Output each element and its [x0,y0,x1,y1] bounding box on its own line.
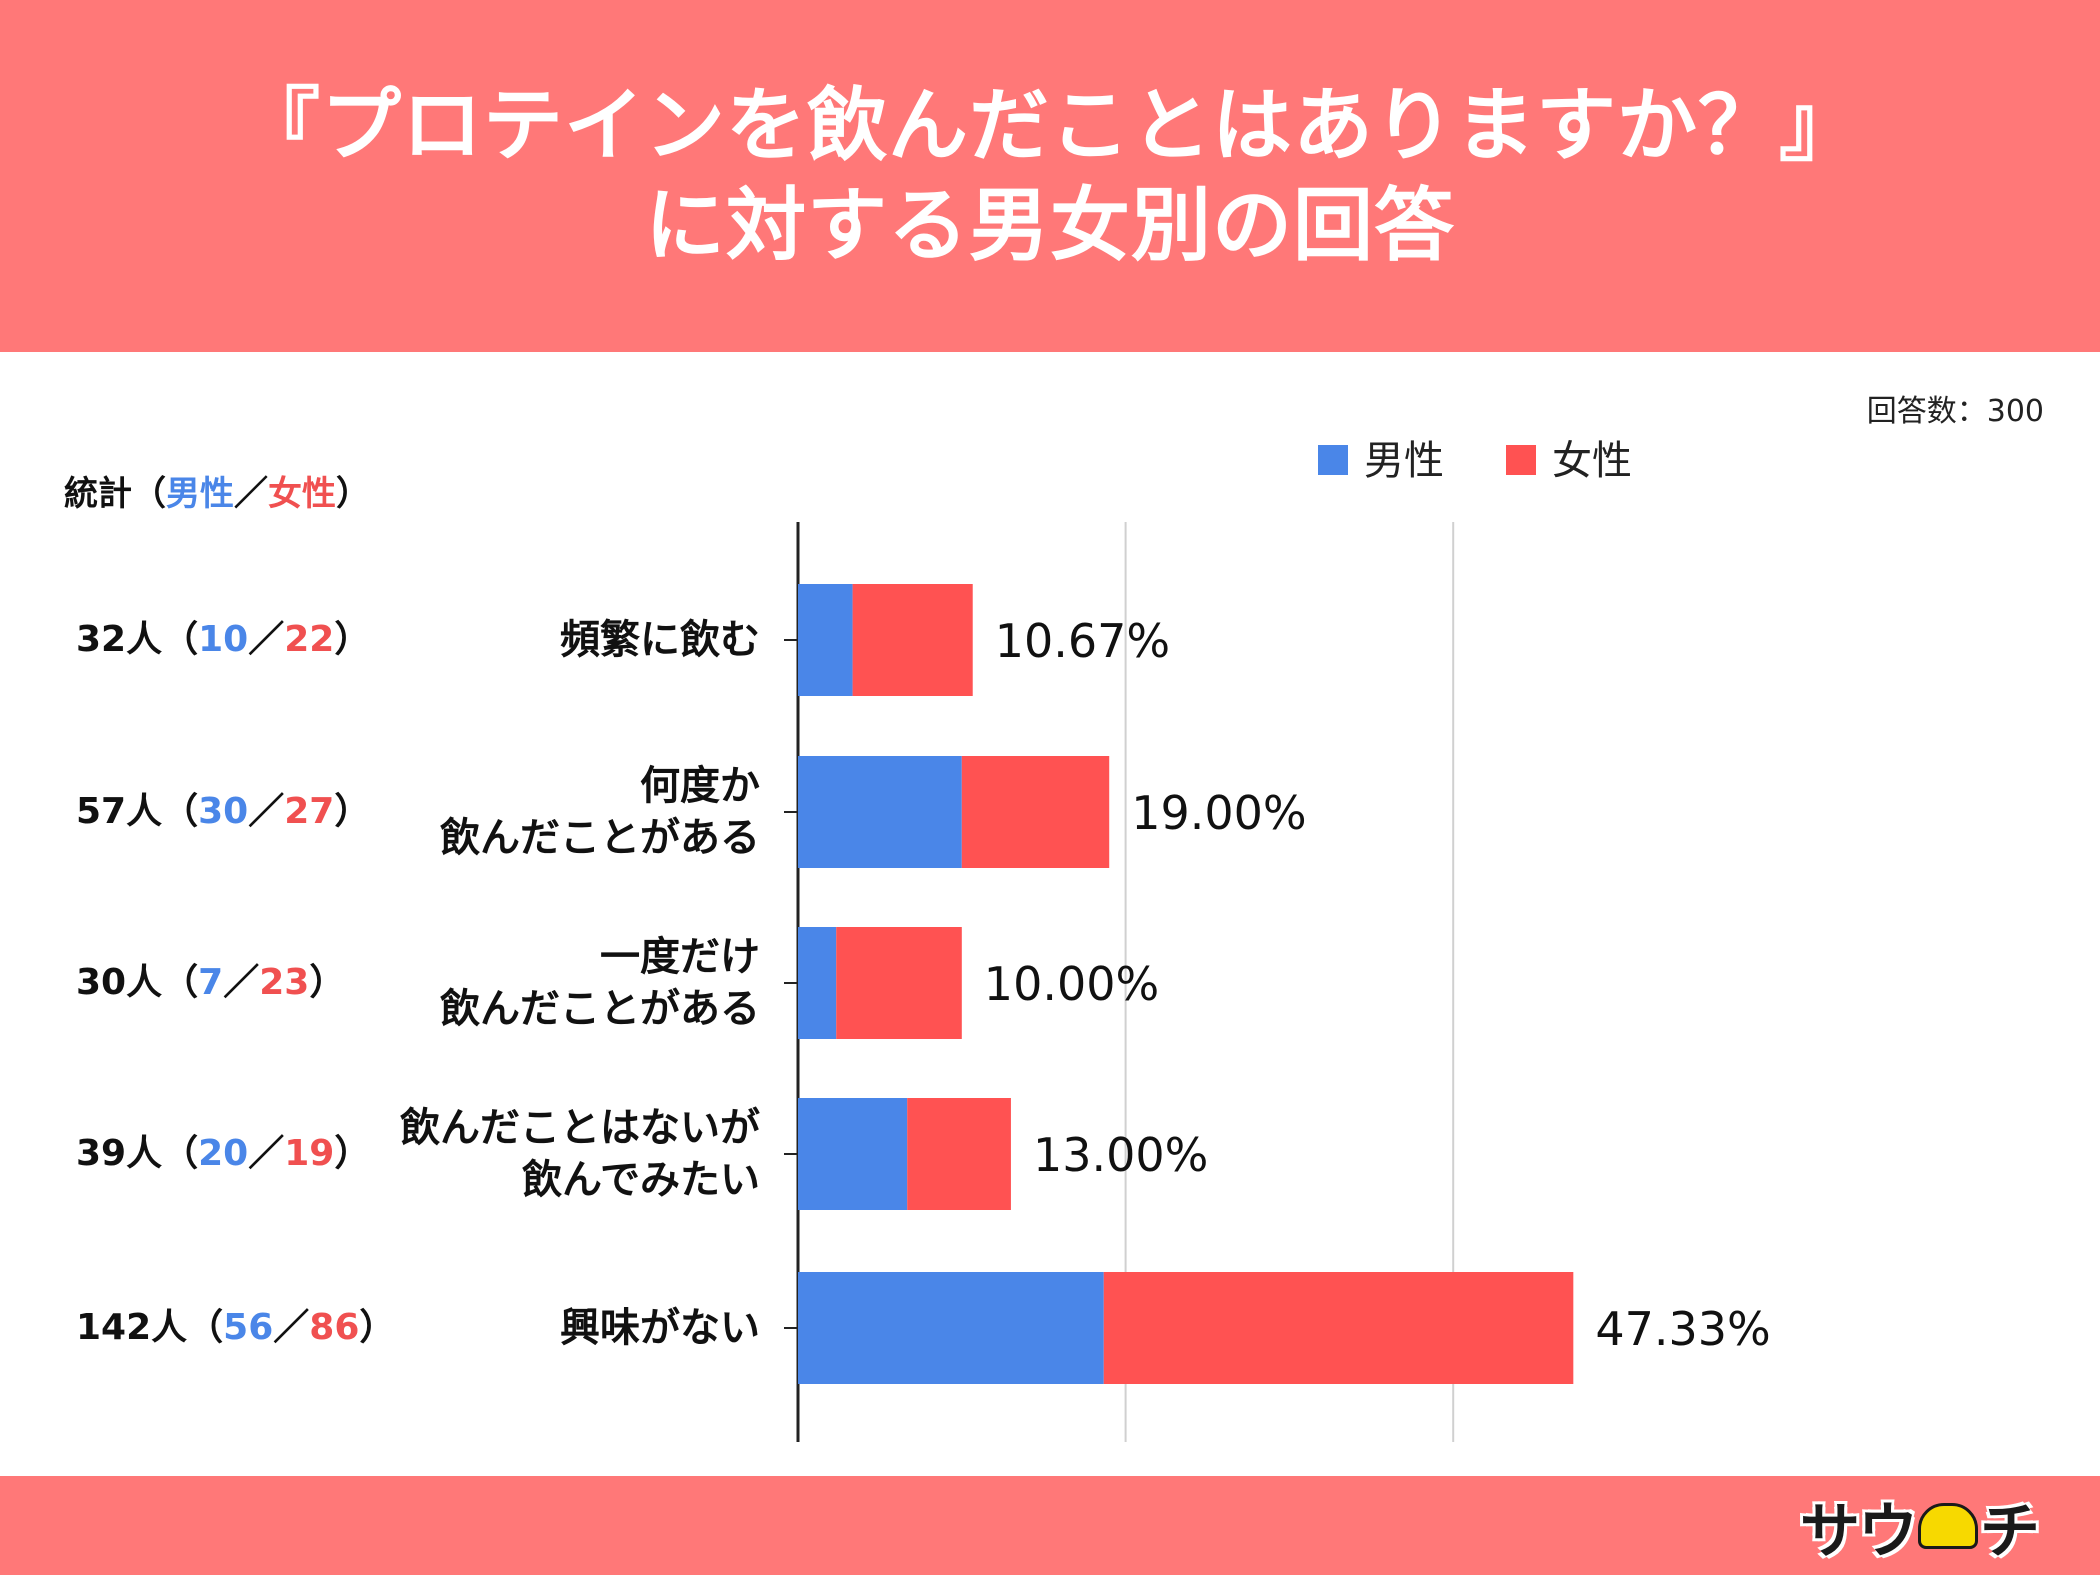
stat-close: ） [334,1133,371,1174]
data-label: 10.00% [984,957,1159,1011]
stat-female: 86 [309,1307,360,1348]
category-label-line: 一度だけ [600,934,760,980]
stat-open: （ [187,1307,224,1348]
bar-male [798,1098,908,1210]
stats-heading-suffix: ） [336,474,370,514]
stat-total: 57人 [76,791,163,832]
stat-close: ） [334,619,371,660]
stats-heading-slash: ／ [234,474,268,514]
chart-title-line-2: に対する男女別の回答 [645,179,1455,272]
stat-female: 23 [259,962,310,1003]
bar-male [798,756,962,868]
stat-slash: ／ [248,791,285,832]
category-label-line: 飲んだことがある [440,815,760,861]
stat-row: 30人（7／23） [76,958,345,1008]
category-label-line: 飲んでみたい [522,1157,760,1203]
stat-total: 142人 [76,1307,188,1348]
legend-label-female: 女性 [1552,438,1632,484]
legend-label-male: 男性 [1364,438,1444,484]
category-label: 飲んだことはないが飲んでみたい [400,1102,760,1206]
category-label-line: 頻繁に飲む [560,617,760,663]
legend-swatch-male [1318,445,1348,475]
bar-female [961,756,1110,868]
stat-close: ） [334,791,371,832]
stat-male: 7 [198,962,224,1003]
stat-male: 20 [198,1133,249,1174]
stat-female: 22 [284,619,335,660]
footer-band [0,1476,2100,1575]
bar-female [1103,1272,1574,1384]
respondent-count: 回答数：300 [1866,394,2044,429]
bar-female [852,584,973,696]
category-label: 頻繁に飲む [560,614,760,666]
stat-open: （ [162,791,199,832]
stats-heading-female: 女性 [268,474,336,514]
category-label: 一度だけ飲んだことがある [440,931,760,1035]
data-label: 47.33% [1595,1302,1770,1356]
data-label: 19.00% [1131,786,1306,840]
legend-swatch-female [1506,445,1536,475]
stat-slash: ／ [223,962,260,1003]
category-label-line: 飲んだことはないが [400,1105,760,1151]
stat-total: 39人 [76,1133,163,1174]
brand-logo: サウ チ [1800,1488,2040,1567]
stat-row: 39人（20／19） [76,1129,370,1179]
stat-male: 30 [198,791,249,832]
title-banner: 『プロテインを飲んだことはありますか？』 に対する男女別の回答 [0,0,2100,352]
data-label: 10.67% [995,614,1170,668]
bar-female [907,1098,1011,1210]
logo-text-right: チ [1980,1496,2040,1567]
stat-slash: ／ [248,619,285,660]
logo-text-left: サウ [1800,1496,1918,1567]
bar-female [836,927,962,1039]
bar-male [798,1272,1104,1384]
stat-female: 19 [284,1133,335,1174]
stat-open: （ [162,619,199,660]
chart-title-line-1: 『プロテインを飲んだことはありますか？』 [240,79,1860,172]
category-label: 何度か飲んだことがある [440,760,760,864]
category-label: 興味がない [560,1302,760,1354]
stat-male: 10 [198,619,249,660]
bar-male [798,584,853,696]
stat-row: 142人（56／86） [76,1303,395,1353]
category-label-line: 何度か [640,763,760,809]
stat-slash: ／ [273,1307,310,1348]
stats-heading: 統計（男性／女性） [64,466,370,515]
stat-open: （ [162,1133,199,1174]
category-label-line: 飲んだことがある [440,986,760,1032]
stat-total: 32人 [76,619,163,660]
data-label: 13.00% [1033,1128,1208,1182]
bar-male [798,927,837,1039]
stats-heading-prefix: 統計（ [64,474,166,514]
stat-female: 27 [284,791,335,832]
stat-slash: ／ [248,1133,285,1174]
stats-heading-male: 男性 [166,474,234,514]
stat-male: 56 [223,1307,274,1348]
stat-row: 57人（30／27） [76,787,370,837]
stat-open: （ [162,962,199,1003]
stat-close: ） [359,1307,396,1348]
stat-close: ） [309,962,346,1003]
category-label-line: 興味がない [560,1305,760,1351]
mascot-icon [1918,1503,1978,1549]
stat-row: 32人（10／22） [76,615,370,665]
stat-total: 30人 [76,962,163,1003]
